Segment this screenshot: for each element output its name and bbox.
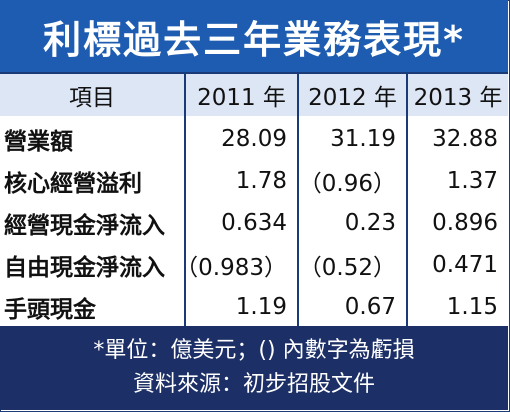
header-2011: 2011 年 bbox=[197, 85, 286, 111]
table-title: 利標過去三年業務表現* bbox=[0, 0, 508, 72]
value-2011: （0.983） bbox=[175, 254, 287, 281]
table-row: 自由現金淨流入 （0.983） （0.52） 0.471 bbox=[0, 242, 508, 288]
value-2013: 1.15 bbox=[446, 293, 498, 320]
table-row: 經營現金淨流入 0.634 0.23 0.896 bbox=[0, 200, 508, 246]
header-2012: 2012 年 bbox=[308, 85, 397, 111]
value-2012: 0.67 bbox=[344, 293, 396, 320]
footnote-source: 資料來源：初步招股文件 bbox=[132, 372, 375, 397]
column-divider bbox=[406, 72, 408, 326]
footnote-unit: *單位：億美元；() 內數字為虧損 bbox=[93, 338, 415, 363]
value-2012: 31.19 bbox=[330, 125, 396, 152]
value-2013: 0.471 bbox=[432, 251, 498, 278]
value-2011: 0.634 bbox=[221, 209, 287, 236]
header-item: 項目 bbox=[69, 85, 115, 111]
column-divider bbox=[184, 72, 186, 326]
value-2012: 0.23 bbox=[344, 209, 396, 236]
row-label: 核心經營溢利 bbox=[4, 170, 142, 197]
value-2011: 28.09 bbox=[221, 125, 287, 152]
value-2013: 32.88 bbox=[432, 125, 498, 152]
value-2011: 1.78 bbox=[235, 167, 287, 194]
header-row: 項目 2011 年 2012 年 2013 年 bbox=[0, 72, 508, 116]
column-divider bbox=[297, 72, 299, 326]
row-label: 營業額 bbox=[4, 128, 73, 155]
value-2013: 0.896 bbox=[432, 209, 498, 236]
value-2012: （0.52） bbox=[298, 254, 396, 281]
row-label: 手頭現金 bbox=[4, 296, 96, 323]
footnotes: *單位：億美元；() 內數字為虧損 資料來源：初步招股文件 bbox=[0, 326, 508, 410]
table-row: 手頭現金 1.19 0.67 1.15 bbox=[0, 284, 508, 326]
table-row: 核心經營溢利 1.78 （0.96） 1.37 bbox=[0, 158, 508, 204]
table-row: 營業額 28.09 31.19 32.88 bbox=[0, 116, 508, 162]
value-2013: 1.37 bbox=[446, 167, 498, 194]
value-2011: 1.19 bbox=[235, 293, 287, 320]
value-2012: （0.96） bbox=[298, 170, 396, 197]
header-2013: 2013 年 bbox=[413, 85, 503, 111]
row-label: 經營現金淨流入 bbox=[4, 212, 165, 239]
row-label: 自由現金淨流入 bbox=[4, 254, 165, 281]
